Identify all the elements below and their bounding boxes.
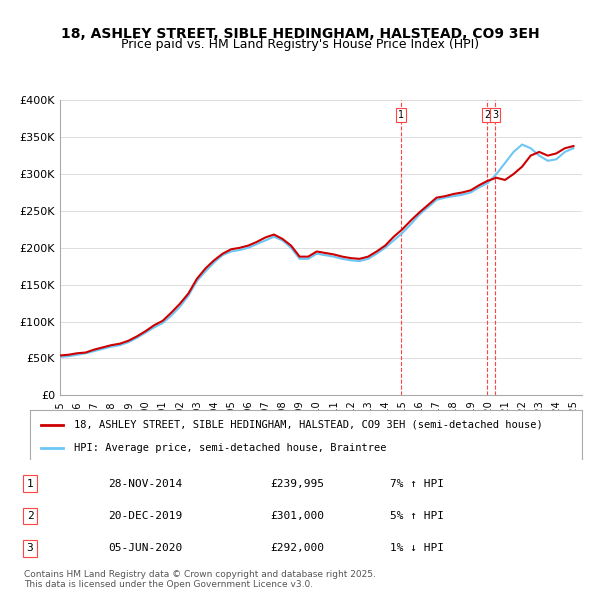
Text: 3: 3 [26, 543, 34, 553]
Text: £239,995: £239,995 [270, 478, 324, 489]
Text: Price paid vs. HM Land Registry's House Price Index (HPI): Price paid vs. HM Land Registry's House … [121, 38, 479, 51]
Text: 1% ↓ HPI: 1% ↓ HPI [390, 543, 444, 553]
Text: HPI: Average price, semi-detached house, Braintree: HPI: Average price, semi-detached house,… [74, 443, 386, 453]
Text: 2: 2 [26, 511, 34, 521]
Text: 1: 1 [26, 478, 34, 489]
Text: £301,000: £301,000 [270, 511, 324, 521]
Text: 05-JUN-2020: 05-JUN-2020 [108, 543, 182, 553]
Text: £292,000: £292,000 [270, 543, 324, 553]
Text: 7% ↑ HPI: 7% ↑ HPI [390, 478, 444, 489]
Text: 3: 3 [492, 110, 498, 120]
Text: 5% ↑ HPI: 5% ↑ HPI [390, 511, 444, 521]
Text: 28-NOV-2014: 28-NOV-2014 [108, 478, 182, 489]
Text: 20-DEC-2019: 20-DEC-2019 [108, 511, 182, 521]
Text: 18, ASHLEY STREET, SIBLE HEDINGHAM, HALSTEAD, CO9 3EH (semi-detached house): 18, ASHLEY STREET, SIBLE HEDINGHAM, HALS… [74, 420, 543, 430]
Text: 1: 1 [398, 110, 404, 120]
Text: Contains HM Land Registry data © Crown copyright and database right 2025.
This d: Contains HM Land Registry data © Crown c… [24, 570, 376, 589]
Text: 2: 2 [484, 110, 490, 120]
Text: 18, ASHLEY STREET, SIBLE HEDINGHAM, HALSTEAD, CO9 3EH: 18, ASHLEY STREET, SIBLE HEDINGHAM, HALS… [61, 27, 539, 41]
